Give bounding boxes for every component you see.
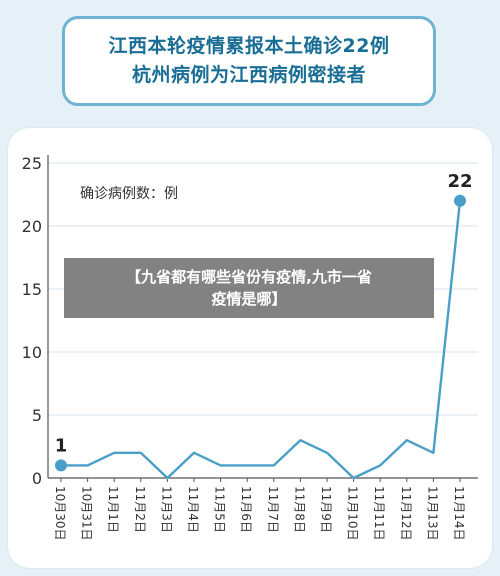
y-tick-label: 10 xyxy=(22,343,42,362)
x-tick-label: 11月8日 xyxy=(292,486,306,533)
series-line xyxy=(61,200,462,480)
x-tick-label: 11月13日 xyxy=(425,486,439,541)
x-tick-label: 11月11日 xyxy=(372,486,386,541)
x-tick-label: 11月2日 xyxy=(133,486,147,533)
x-tick-label: 11月5日 xyxy=(213,486,227,533)
data-point-marker xyxy=(55,459,67,472)
overlay-banner: 【九省都有哪些省份有疫情,九市一省 疫情是哪】 xyxy=(64,258,434,318)
x-tick-label: 11月12日 xyxy=(399,486,413,541)
x-tick-label: 11月3日 xyxy=(159,486,173,533)
y-axis-label: 确诊病例数：例 xyxy=(80,186,178,202)
x-tick-label: 11月9日 xyxy=(319,486,333,533)
x-tick-label: 10月31日 xyxy=(80,486,94,541)
y-tick-label: 20 xyxy=(22,217,42,236)
x-tick-label: 11月4日 xyxy=(186,486,200,533)
overlay-text-line-1: 【九省都有哪些省份有疫情,九市一省 xyxy=(126,268,372,286)
y-tick-label: 5 xyxy=(32,406,42,425)
x-tick-label: 11月14日 xyxy=(452,486,466,541)
y-tick-label: 25 xyxy=(22,154,42,173)
data-point-marker xyxy=(454,194,466,207)
x-tick-label: 11月10日 xyxy=(346,486,360,541)
overlay-text-line-2: 疫情是哪】 xyxy=(211,290,287,308)
title-line-1: 江西本轮疫情累报本土确诊22例 xyxy=(108,35,390,57)
title-box: 江西本轮疫情累报本土确诊22例 杭州病例为江西病例密接者 xyxy=(62,16,436,106)
x-tick-label: 11月6日 xyxy=(239,486,253,533)
x-tick-label: 11月7日 xyxy=(266,486,280,533)
chart-panel xyxy=(8,128,492,568)
x-tick-label: 10月30日 xyxy=(53,486,67,541)
y-tick-label: 15 xyxy=(22,280,42,299)
x-tick-label: 11月1日 xyxy=(106,486,120,533)
data-label: 22 xyxy=(447,171,472,192)
title-line-2: 杭州病例为江西病例密接者 xyxy=(131,64,366,86)
data-label: 1 xyxy=(55,435,68,456)
y-tick-label: 0 xyxy=(32,469,42,488)
